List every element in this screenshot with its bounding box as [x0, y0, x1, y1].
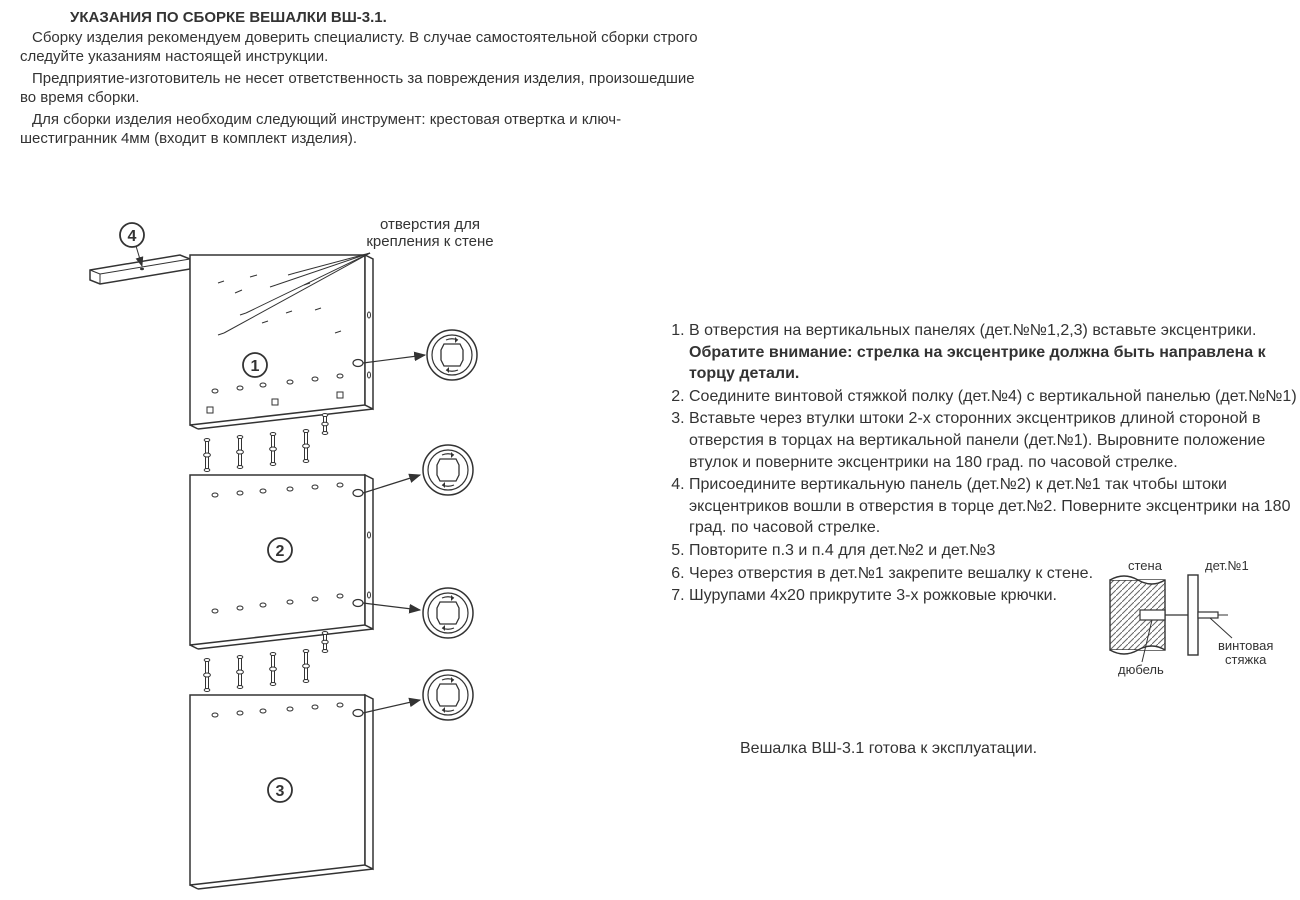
- cam-detail-3: [423, 670, 473, 720]
- wall-mount-diagram: стена дет.№1 дюбель винтовая стяжка: [1110, 560, 1300, 690]
- svg-text:стена: стена: [1128, 558, 1163, 573]
- marker-2: 2: [268, 538, 292, 562]
- svg-text:дюбель: дюбель: [1118, 662, 1164, 677]
- svg-text:1: 1: [251, 358, 260, 375]
- svg-text:стяжка: стяжка: [1225, 652, 1267, 667]
- header-p1: Сборку изделия рекомендуем доверить спец…: [20, 28, 700, 67]
- cam-detail-2b: [423, 588, 473, 638]
- instr-2: Соедините винтовой стяжкой полку (дет.№4…: [689, 386, 1300, 408]
- doc-title: УКАЗАНИЯ ПО СБОРКЕ ВЕШАЛКИ ВШ-3.1.: [70, 8, 700, 28]
- ready-text: Вешалка ВШ-3.1 готова к эксплуатации.: [740, 740, 1037, 758]
- marker-3: 3: [268, 778, 292, 802]
- marker-4: 4: [120, 223, 144, 266]
- page: УКАЗАНИЯ ПО СБОРКЕ ВЕШАЛКИ ВШ-3.1. Сборк…: [0, 0, 1300, 900]
- svg-text:винтовая: винтовая: [1218, 638, 1273, 653]
- cam-detail-2a: [423, 445, 473, 495]
- instr-3: Вставьте через втулки штоки 2-х сторонни…: [689, 408, 1300, 473]
- panel-1: [190, 255, 373, 429]
- header-block: УКАЗАНИЯ ПО СБОРКЕ ВЕШАЛКИ ВШ-3.1. Сборк…: [20, 8, 700, 151]
- header-p2: Предприятие-изготовитель не несет ответс…: [20, 69, 700, 108]
- header-p3: Для сборки изделия необходим следующий и…: [20, 110, 700, 149]
- instr-4: Присоедините вертикальную панель (дет.№2…: [689, 474, 1300, 539]
- cam-detail-1: [427, 330, 477, 380]
- svg-text:дет.№1: дет.№1: [1205, 558, 1249, 573]
- svg-text:3: 3: [276, 783, 285, 800]
- assembly-diagram: 4: [90, 215, 520, 895]
- instr-1: В отверстия на вертикальных панелях (дет…: [689, 320, 1300, 385]
- marker-1: 1: [243, 353, 267, 377]
- svg-text:4: 4: [128, 228, 137, 245]
- svg-text:2: 2: [276, 543, 285, 560]
